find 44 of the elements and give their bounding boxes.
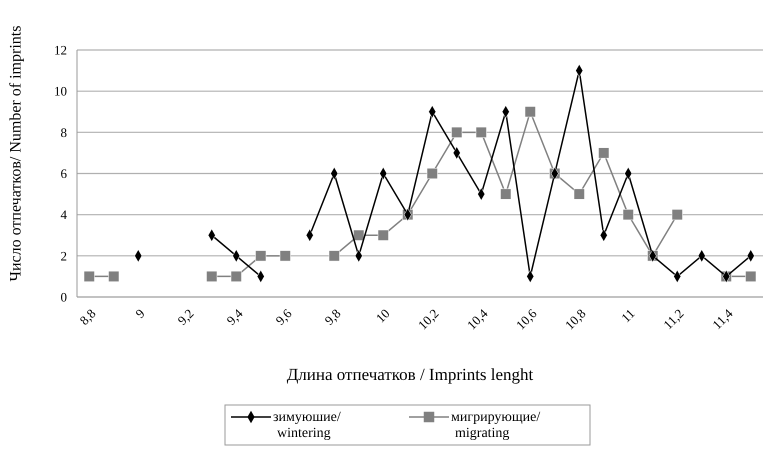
legend-label: мигрирующие/ migrating bbox=[451, 410, 540, 441]
x-tick-label: 9,4 bbox=[223, 305, 246, 328]
legend-label: зимуюшие/ wintering bbox=[273, 410, 341, 441]
x-tick-label: 10,4 bbox=[464, 305, 491, 332]
point bbox=[451, 126, 462, 138]
point bbox=[476, 126, 487, 138]
x-tick-label: 11,4 bbox=[709, 305, 736, 332]
point bbox=[206, 270, 218, 282]
point bbox=[84, 270, 95, 282]
y-axis-title: Число отпечатков/ Number of imprints bbox=[8, 26, 25, 282]
y-tick-label: 8 bbox=[60, 124, 67, 140]
point bbox=[108, 270, 120, 282]
x-tick-label: 10,6 bbox=[512, 305, 540, 332]
x-tick-label: 8,8 bbox=[76, 306, 99, 328]
x-tick-label: 11 bbox=[618, 306, 638, 326]
point bbox=[378, 230, 389, 241]
point bbox=[524, 106, 536, 118]
point bbox=[328, 250, 340, 262]
x-tick-label: 10,2 bbox=[414, 306, 442, 332]
x-tick-label: 11,2 bbox=[660, 306, 687, 332]
point bbox=[230, 270, 242, 282]
y-tick-label: 4 bbox=[60, 207, 68, 222]
point bbox=[574, 188, 585, 200]
x-tick-label: 9,2 bbox=[174, 306, 197, 328]
y-tick-label: 12 bbox=[54, 42, 67, 58]
point bbox=[426, 168, 438, 179]
x-tick-label: 10 bbox=[372, 306, 393, 326]
x-tick-label: 9,6 bbox=[272, 305, 295, 328]
y-tick-label: 6 bbox=[60, 166, 68, 182]
point bbox=[255, 250, 266, 262]
point bbox=[353, 230, 364, 241]
point bbox=[622, 209, 634, 220]
x-axis-title: Длина отпечатков / Imprints lenght bbox=[286, 365, 534, 384]
point bbox=[745, 270, 756, 282]
x-tick-label: 10,8 bbox=[562, 306, 589, 332]
point bbox=[500, 188, 512, 200]
point bbox=[280, 250, 291, 262]
x-tick-label: 9 bbox=[132, 306, 148, 321]
y-tick-label: 2 bbox=[60, 248, 67, 264]
point bbox=[598, 147, 610, 158]
point bbox=[672, 209, 683, 220]
y-tick-label: 10 bbox=[54, 84, 67, 99]
x-tick-label: 9,8 bbox=[321, 306, 344, 328]
y-tick-label: 0 bbox=[60, 290, 67, 305]
